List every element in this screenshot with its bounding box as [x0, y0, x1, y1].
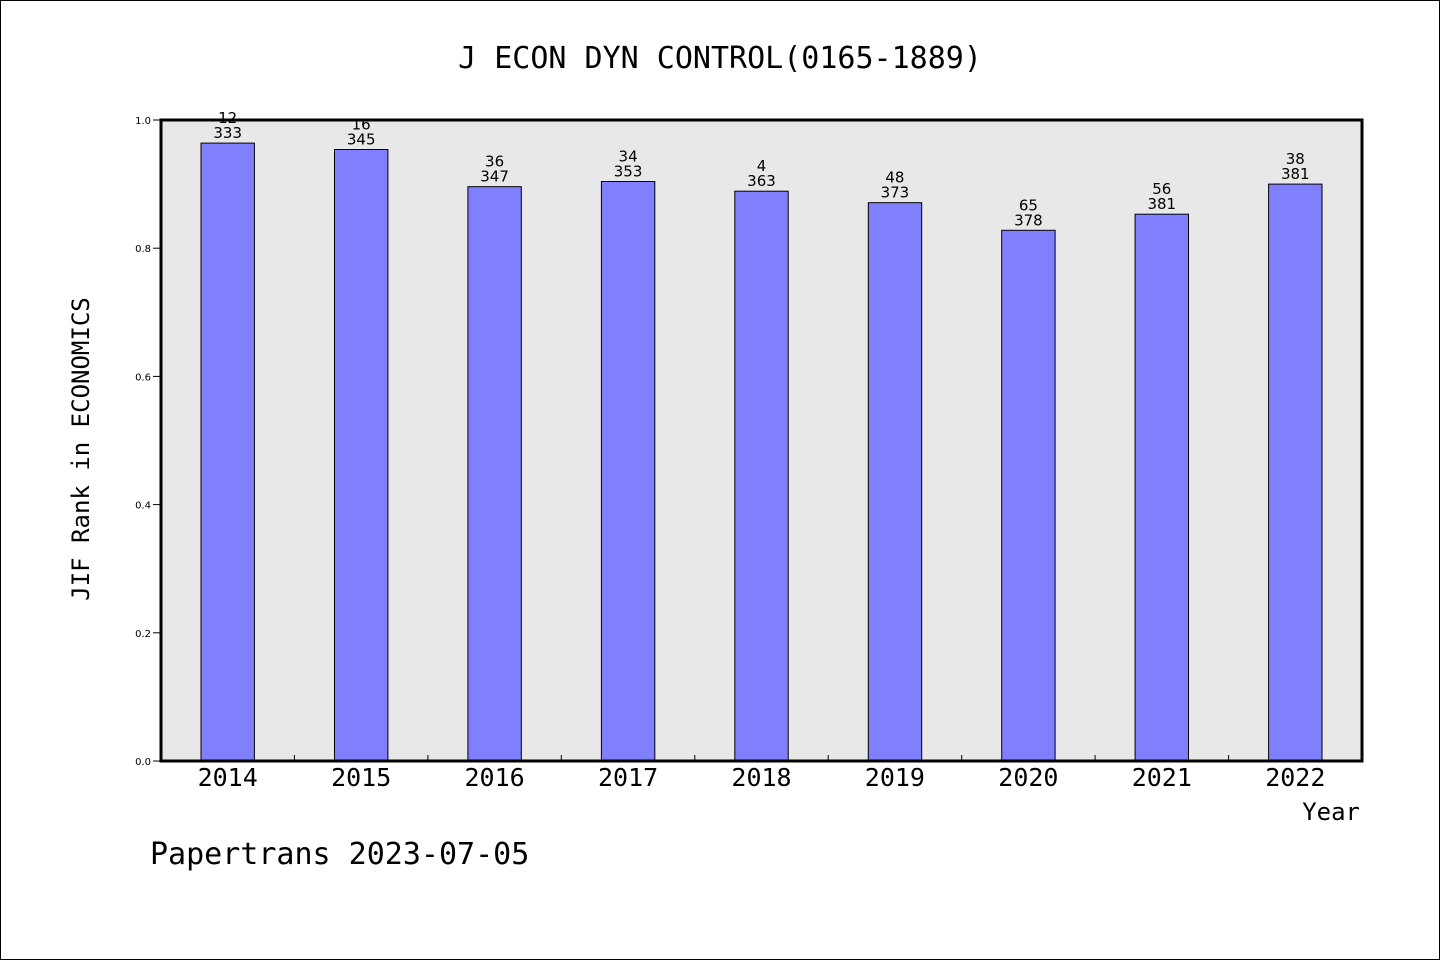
y-axis-label: JIF Rank in ECONOMICS [67, 297, 95, 600]
x-axis-label: Year [1302, 798, 1360, 826]
bar-2014 [200, 142, 255, 762]
bar-total-label-2014: 333 [213, 124, 242, 142]
bar-total-label-2015: 345 [347, 131, 376, 149]
bar-2018 [734, 190, 789, 762]
bars-group [200, 142, 1323, 762]
y-tick-label: 0.0 [135, 757, 151, 768]
x-tick-label-2022: 2022 [1265, 763, 1325, 792]
y-tick-label: 0.8 [135, 244, 151, 255]
bar-2021 [1134, 213, 1189, 762]
bar-total-label-2017: 353 [614, 163, 643, 181]
bar-total-label-2021: 381 [1147, 195, 1176, 213]
bar-total-label-2016: 347 [480, 168, 509, 186]
bar-rank-label-2021: 56 [1152, 180, 1171, 198]
bar-2016 [467, 186, 522, 762]
bar-2015 [334, 149, 389, 762]
x-tick-label-2017: 2017 [598, 763, 658, 792]
plot-border [159, 118, 1364, 763]
bar-total-label-2019: 373 [881, 184, 910, 202]
bar-rank-label-2016: 36 [485, 153, 504, 171]
bar-2017 [600, 181, 656, 762]
bar-total-label-2022: 381 [1281, 165, 1310, 183]
bar-rank-label-2017: 34 [619, 148, 638, 166]
bar-rank-label-2018: 4 [757, 157, 767, 175]
x-tick-label-2020: 2020 [998, 763, 1058, 792]
bar-2020 [1001, 229, 1056, 762]
x-axis-ticks: 2014 2015 2016 2017 2018 2019 2020 2021 2022 [198, 755, 1325, 792]
y-tick-label: 0.6 [135, 372, 151, 383]
y-tick-label: 1.0 [135, 116, 151, 127]
x-tick-label-2015: 2015 [331, 763, 391, 792]
bar-rank-label-2020: 65 [1019, 196, 1038, 214]
bar-rank-label-2022: 38 [1286, 150, 1305, 168]
x-tick-label-2019: 2019 [865, 763, 925, 792]
footer-credit: Papertrans 2023-07-05 [150, 837, 529, 872]
x-tick-label-2018: 2018 [731, 763, 791, 792]
bar-total-label-2018: 363 [747, 172, 776, 190]
bar-total-label-2020: 378 [1014, 211, 1043, 229]
bar-rank-label-2014: 12 [218, 109, 237, 127]
bar-2019 [867, 202, 923, 762]
y-tick-label: 0.2 [135, 629, 151, 640]
y-tick-label: 0.4 [135, 501, 151, 512]
x-tick-label-2016: 2016 [464, 763, 524, 792]
x-tick-label-2014: 2014 [198, 763, 258, 792]
bar-rank-label-2019: 48 [885, 169, 904, 187]
y-axis-ticks: 0.0 0.2 0.4 0.6 0.8 1.0 [135, 116, 161, 768]
chart-title: J ECON DYN CONTROL(0165-1889) [458, 41, 982, 76]
x-tick-label-2021: 2021 [1132, 763, 1192, 792]
bar-2022 [1268, 183, 1323, 762]
